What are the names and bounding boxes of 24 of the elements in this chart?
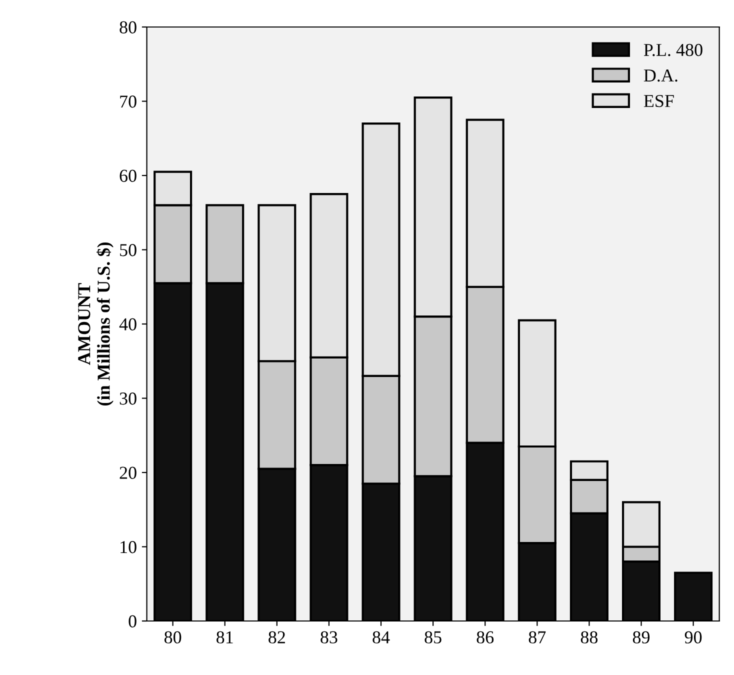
- y-tick-label: 20: [120, 466, 136, 479]
- legend-label: D.A.: [644, 69, 678, 82]
- x-tick-label: 84: [372, 631, 390, 644]
- y-tick-label: 70: [120, 96, 136, 108]
- legend-label: P.L. 480: [644, 44, 702, 56]
- x-tick-label: 86: [476, 631, 494, 644]
- legend-label: ESF: [644, 94, 674, 108]
- x-tick-label: 89: [632, 631, 650, 644]
- x-tick-label: 82: [268, 631, 285, 644]
- y-tick-label: 50: [120, 244, 136, 256]
- y-tick-label: 10: [120, 541, 136, 554]
- y-tick-label: 30: [120, 392, 136, 405]
- y-axis-title: AMOUNT (in Millions of U.S. $): [78, 242, 114, 406]
- x-tick-label: 80: [164, 631, 182, 644]
- x-tick-label: 81: [216, 631, 233, 644]
- y-tick-label: 60: [120, 170, 136, 182]
- x-tick-label: 87: [528, 631, 546, 644]
- x-tick-label: 85: [424, 631, 442, 644]
- y-tick-label: 40: [119, 318, 136, 330]
- x-tick-label: 90: [684, 631, 702, 644]
- y-tick-label: 0: [128, 615, 136, 628]
- x-tick-label: 88: [580, 631, 598, 644]
- x-tick-label: 83: [320, 631, 338, 644]
- y-tick-label: 80: [120, 21, 136, 34]
